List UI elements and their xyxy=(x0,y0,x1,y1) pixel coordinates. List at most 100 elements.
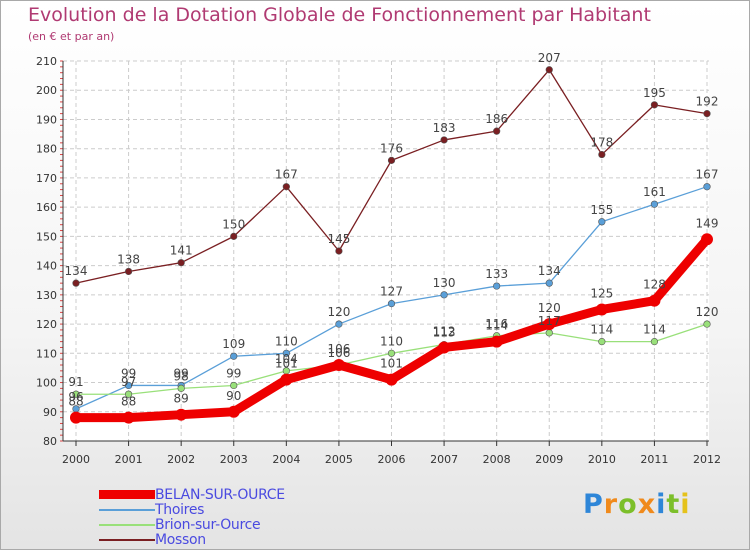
legend-item-mosson: Mosson xyxy=(99,532,285,548)
y-tick-label: 90 xyxy=(43,406,57,419)
data-point xyxy=(124,267,133,276)
data-point xyxy=(175,408,188,421)
y-tick-label: 80 xyxy=(43,435,57,448)
data-label: 109 xyxy=(222,337,245,351)
legend-item-thoires: Thoires xyxy=(99,501,285,518)
logo-letter: r xyxy=(603,489,619,520)
data-label: 192 xyxy=(696,95,719,109)
legend-swatch-thoires xyxy=(99,508,155,511)
data-label: 96 xyxy=(68,390,83,404)
legend-swatch-belan xyxy=(99,490,155,499)
logo-letter: o xyxy=(618,489,638,520)
data-label: 207 xyxy=(538,51,561,65)
data-label: 113 xyxy=(433,326,456,340)
legend-swatch-mosson xyxy=(99,538,155,541)
data-point xyxy=(545,279,553,287)
data-point xyxy=(280,373,293,386)
data-label: 176 xyxy=(380,141,403,155)
data-label: 99 xyxy=(226,366,241,380)
data-label: 128 xyxy=(643,278,666,292)
data-label: 127 xyxy=(380,285,403,299)
legend-item-brion: Brion-sur-Ource xyxy=(99,516,285,533)
data-label: 89 xyxy=(174,392,189,406)
plot-area xyxy=(63,61,709,441)
data-label: 98 xyxy=(174,369,189,383)
data-label: 145 xyxy=(327,232,350,246)
data-point xyxy=(230,381,238,390)
logo-letter: i xyxy=(656,489,667,520)
data-label: 114 xyxy=(643,323,666,337)
data-point xyxy=(72,390,80,398)
data-label: 91 xyxy=(68,375,83,389)
data-label: 101 xyxy=(380,357,403,371)
logo-letter: x xyxy=(637,489,657,520)
data-point xyxy=(650,101,659,109)
data-label: 110 xyxy=(275,334,298,348)
data-point xyxy=(598,218,606,226)
data-point xyxy=(335,320,343,328)
logo-letter: i xyxy=(680,489,691,520)
data-point xyxy=(703,320,711,328)
x-tick-label: 2002 xyxy=(167,453,195,466)
data-point xyxy=(650,200,659,208)
legend: BELAN-SUR-OURCE Thoires Brion-sur-Ource … xyxy=(99,486,285,548)
logo-letter: t xyxy=(666,489,681,520)
logo-letter: P xyxy=(583,489,604,520)
y-tick-label: 110 xyxy=(36,347,57,360)
data-label: 150 xyxy=(222,217,245,231)
chart-subtitle: (en € et par an) xyxy=(28,30,115,43)
data-label: 161 xyxy=(643,185,666,199)
data-point xyxy=(282,349,290,357)
data-point xyxy=(493,127,501,135)
data-label: 183 xyxy=(433,121,456,135)
data-point xyxy=(543,318,556,331)
y-tick-label: 160 xyxy=(36,201,57,214)
data-label: 114 xyxy=(590,323,613,337)
data-point xyxy=(438,341,451,354)
data-label: 141 xyxy=(170,244,193,258)
data-label: 120 xyxy=(538,301,561,315)
data-label: 106 xyxy=(327,346,350,360)
data-point xyxy=(493,282,501,290)
data-label: 106 xyxy=(327,342,350,356)
legend-label-thoires: Thoires xyxy=(155,501,205,518)
chart-title: Evolution de la Dotation Globale de Fonc… xyxy=(28,4,651,26)
data-label: 101 xyxy=(275,357,298,371)
data-point xyxy=(387,300,396,308)
y-tick-label: 150 xyxy=(36,230,57,243)
x-tick-label: 2008 xyxy=(483,453,511,466)
x-tick-label: 2006 xyxy=(378,453,406,466)
y-tick-label: 180 xyxy=(36,143,57,156)
data-point xyxy=(440,291,448,299)
data-label: 167 xyxy=(275,168,298,182)
data-label: 130 xyxy=(433,276,456,290)
data-point xyxy=(282,183,290,191)
data-point xyxy=(227,405,240,418)
data-point xyxy=(124,381,133,390)
y-tick-label: 200 xyxy=(36,84,57,97)
data-label: 138 xyxy=(117,252,140,266)
legend-label-belan: BELAN-SUR-OURCE xyxy=(155,486,285,503)
data-point xyxy=(598,338,606,346)
data-point xyxy=(335,247,343,255)
data-point xyxy=(230,232,238,240)
data-point xyxy=(440,136,448,144)
data-label: 125 xyxy=(590,286,613,300)
legend-swatch-brion xyxy=(99,523,155,526)
legend-label-brion: Brion-sur-Ource xyxy=(155,516,261,533)
x-tick-label: 2001 xyxy=(115,453,143,466)
data-label: 186 xyxy=(485,112,508,126)
y-tick-label: 190 xyxy=(36,113,57,126)
x-tick-label: 2000 xyxy=(62,453,90,466)
y-tick-label: 100 xyxy=(36,377,57,390)
data-label: 90 xyxy=(226,389,241,403)
data-label: 155 xyxy=(590,203,613,217)
data-point xyxy=(122,411,135,424)
y-tick-label: 170 xyxy=(36,172,57,185)
x-tick-label: 2012 xyxy=(693,453,721,466)
data-label: 149 xyxy=(696,216,719,230)
data-label: 120 xyxy=(696,305,719,319)
data-point xyxy=(595,303,608,316)
data-point xyxy=(648,294,661,307)
